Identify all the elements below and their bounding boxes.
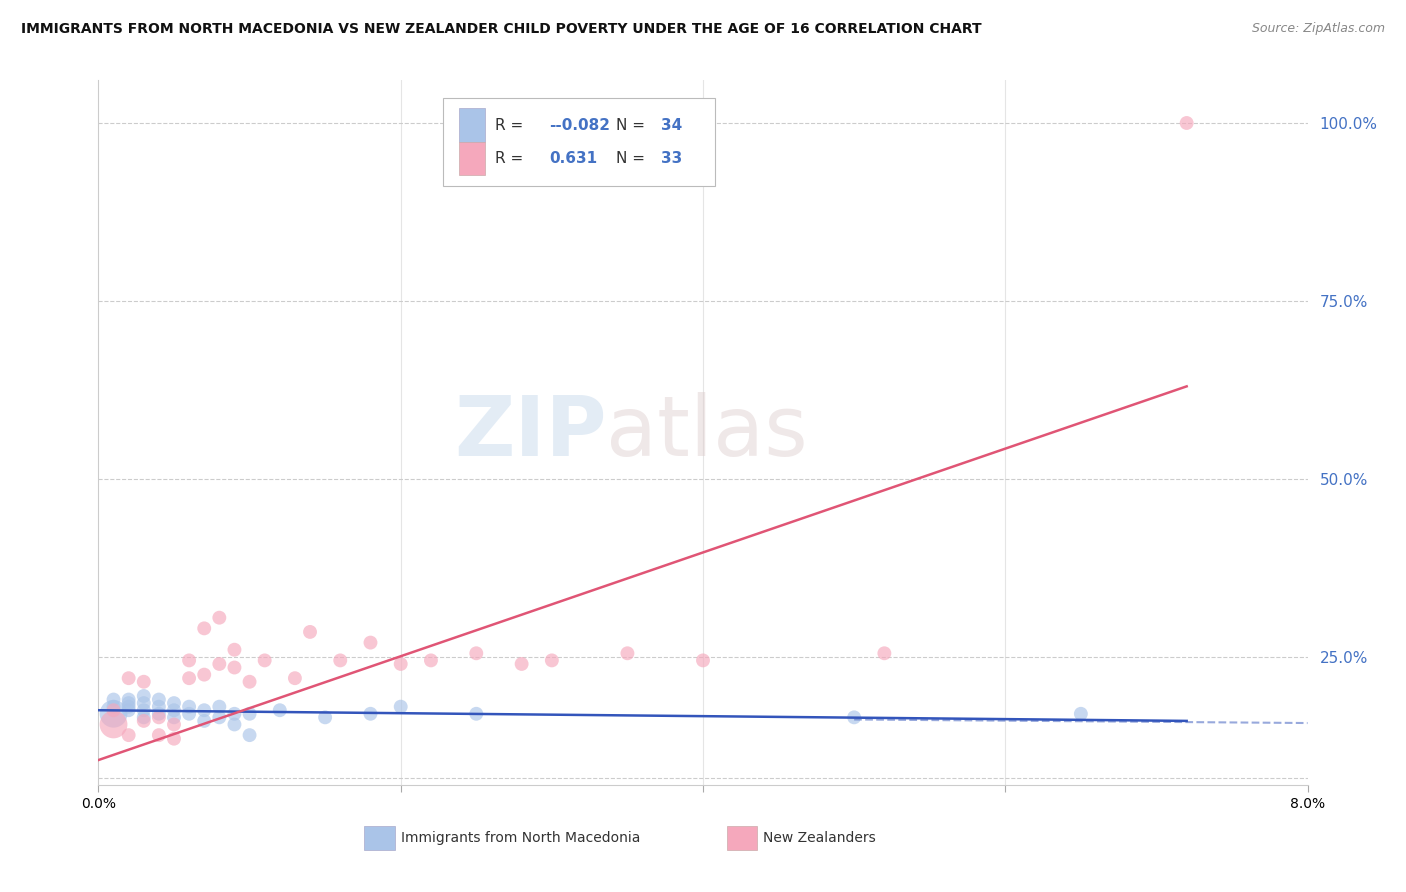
Point: [389, 657, 412, 671]
Point: [103, 706, 125, 721]
Text: ZIP: ZIP: [454, 392, 606, 473]
FancyBboxPatch shape: [458, 109, 485, 143]
Point: [148, 699, 170, 714]
Point: [118, 728, 141, 742]
Point: [224, 642, 246, 657]
Point: [284, 671, 307, 685]
Point: [103, 692, 125, 706]
Point: [118, 699, 141, 714]
Point: [118, 703, 141, 717]
Point: [420, 653, 443, 667]
Point: [208, 710, 231, 724]
Point: [148, 728, 170, 742]
Point: [1175, 116, 1198, 130]
Point: [208, 699, 231, 714]
Point: [692, 653, 714, 667]
Point: [132, 703, 155, 717]
Point: [193, 621, 215, 635]
Point: [465, 706, 488, 721]
FancyBboxPatch shape: [443, 98, 716, 186]
Point: [193, 667, 215, 681]
Point: [239, 728, 262, 742]
Point: [873, 646, 896, 660]
Point: [132, 674, 155, 689]
Point: [269, 703, 291, 717]
Point: [208, 657, 231, 671]
FancyBboxPatch shape: [727, 826, 758, 850]
Point: [1070, 706, 1092, 721]
Point: [389, 699, 412, 714]
Point: [132, 714, 155, 728]
Point: [844, 710, 866, 724]
Text: New Zealanders: New Zealanders: [763, 830, 876, 845]
Text: 0.631: 0.631: [550, 151, 598, 166]
Point: [193, 703, 215, 717]
Point: [163, 731, 186, 746]
Point: [239, 674, 262, 689]
Point: [163, 717, 186, 731]
Point: [314, 710, 336, 724]
Point: [224, 717, 246, 731]
Point: [103, 699, 125, 714]
Text: 34: 34: [661, 118, 682, 133]
Point: [253, 653, 276, 667]
Point: [540, 653, 562, 667]
Text: Immigrants from North Macedonia: Immigrants from North Macedonia: [401, 830, 640, 845]
Point: [299, 624, 322, 639]
Point: [132, 689, 155, 703]
Point: [208, 610, 231, 624]
Point: [118, 671, 141, 685]
Point: [465, 646, 488, 660]
Point: [239, 706, 262, 721]
Text: R =: R =: [495, 118, 529, 133]
Text: R =: R =: [495, 151, 529, 166]
Point: [118, 692, 141, 706]
Point: [118, 696, 141, 710]
Text: IMMIGRANTS FROM NORTH MACEDONIA VS NEW ZEALANDER CHILD POVERTY UNDER THE AGE OF : IMMIGRANTS FROM NORTH MACEDONIA VS NEW Z…: [21, 22, 981, 37]
Point: [103, 717, 125, 731]
Point: [132, 710, 155, 724]
Point: [616, 646, 638, 660]
Text: 33: 33: [661, 151, 682, 166]
Point: [193, 714, 215, 728]
Point: [163, 703, 186, 717]
Point: [148, 706, 170, 721]
FancyBboxPatch shape: [364, 826, 395, 850]
Text: atlas: atlas: [606, 392, 808, 473]
Point: [224, 660, 246, 674]
FancyBboxPatch shape: [458, 142, 485, 176]
Text: N =: N =: [616, 151, 650, 166]
Text: Source: ZipAtlas.com: Source: ZipAtlas.com: [1251, 22, 1385, 36]
Point: [148, 710, 170, 724]
Point: [103, 703, 125, 717]
Point: [179, 699, 201, 714]
Point: [360, 706, 382, 721]
Point: [360, 635, 382, 649]
Point: [224, 706, 246, 721]
Point: [179, 706, 201, 721]
Point: [510, 657, 533, 671]
Point: [179, 671, 201, 685]
Point: [163, 696, 186, 710]
Point: [163, 710, 186, 724]
Point: [132, 696, 155, 710]
Text: N =: N =: [616, 118, 650, 133]
Point: [148, 692, 170, 706]
Point: [179, 653, 201, 667]
Point: [329, 653, 352, 667]
Text: --0.082: --0.082: [550, 118, 610, 133]
